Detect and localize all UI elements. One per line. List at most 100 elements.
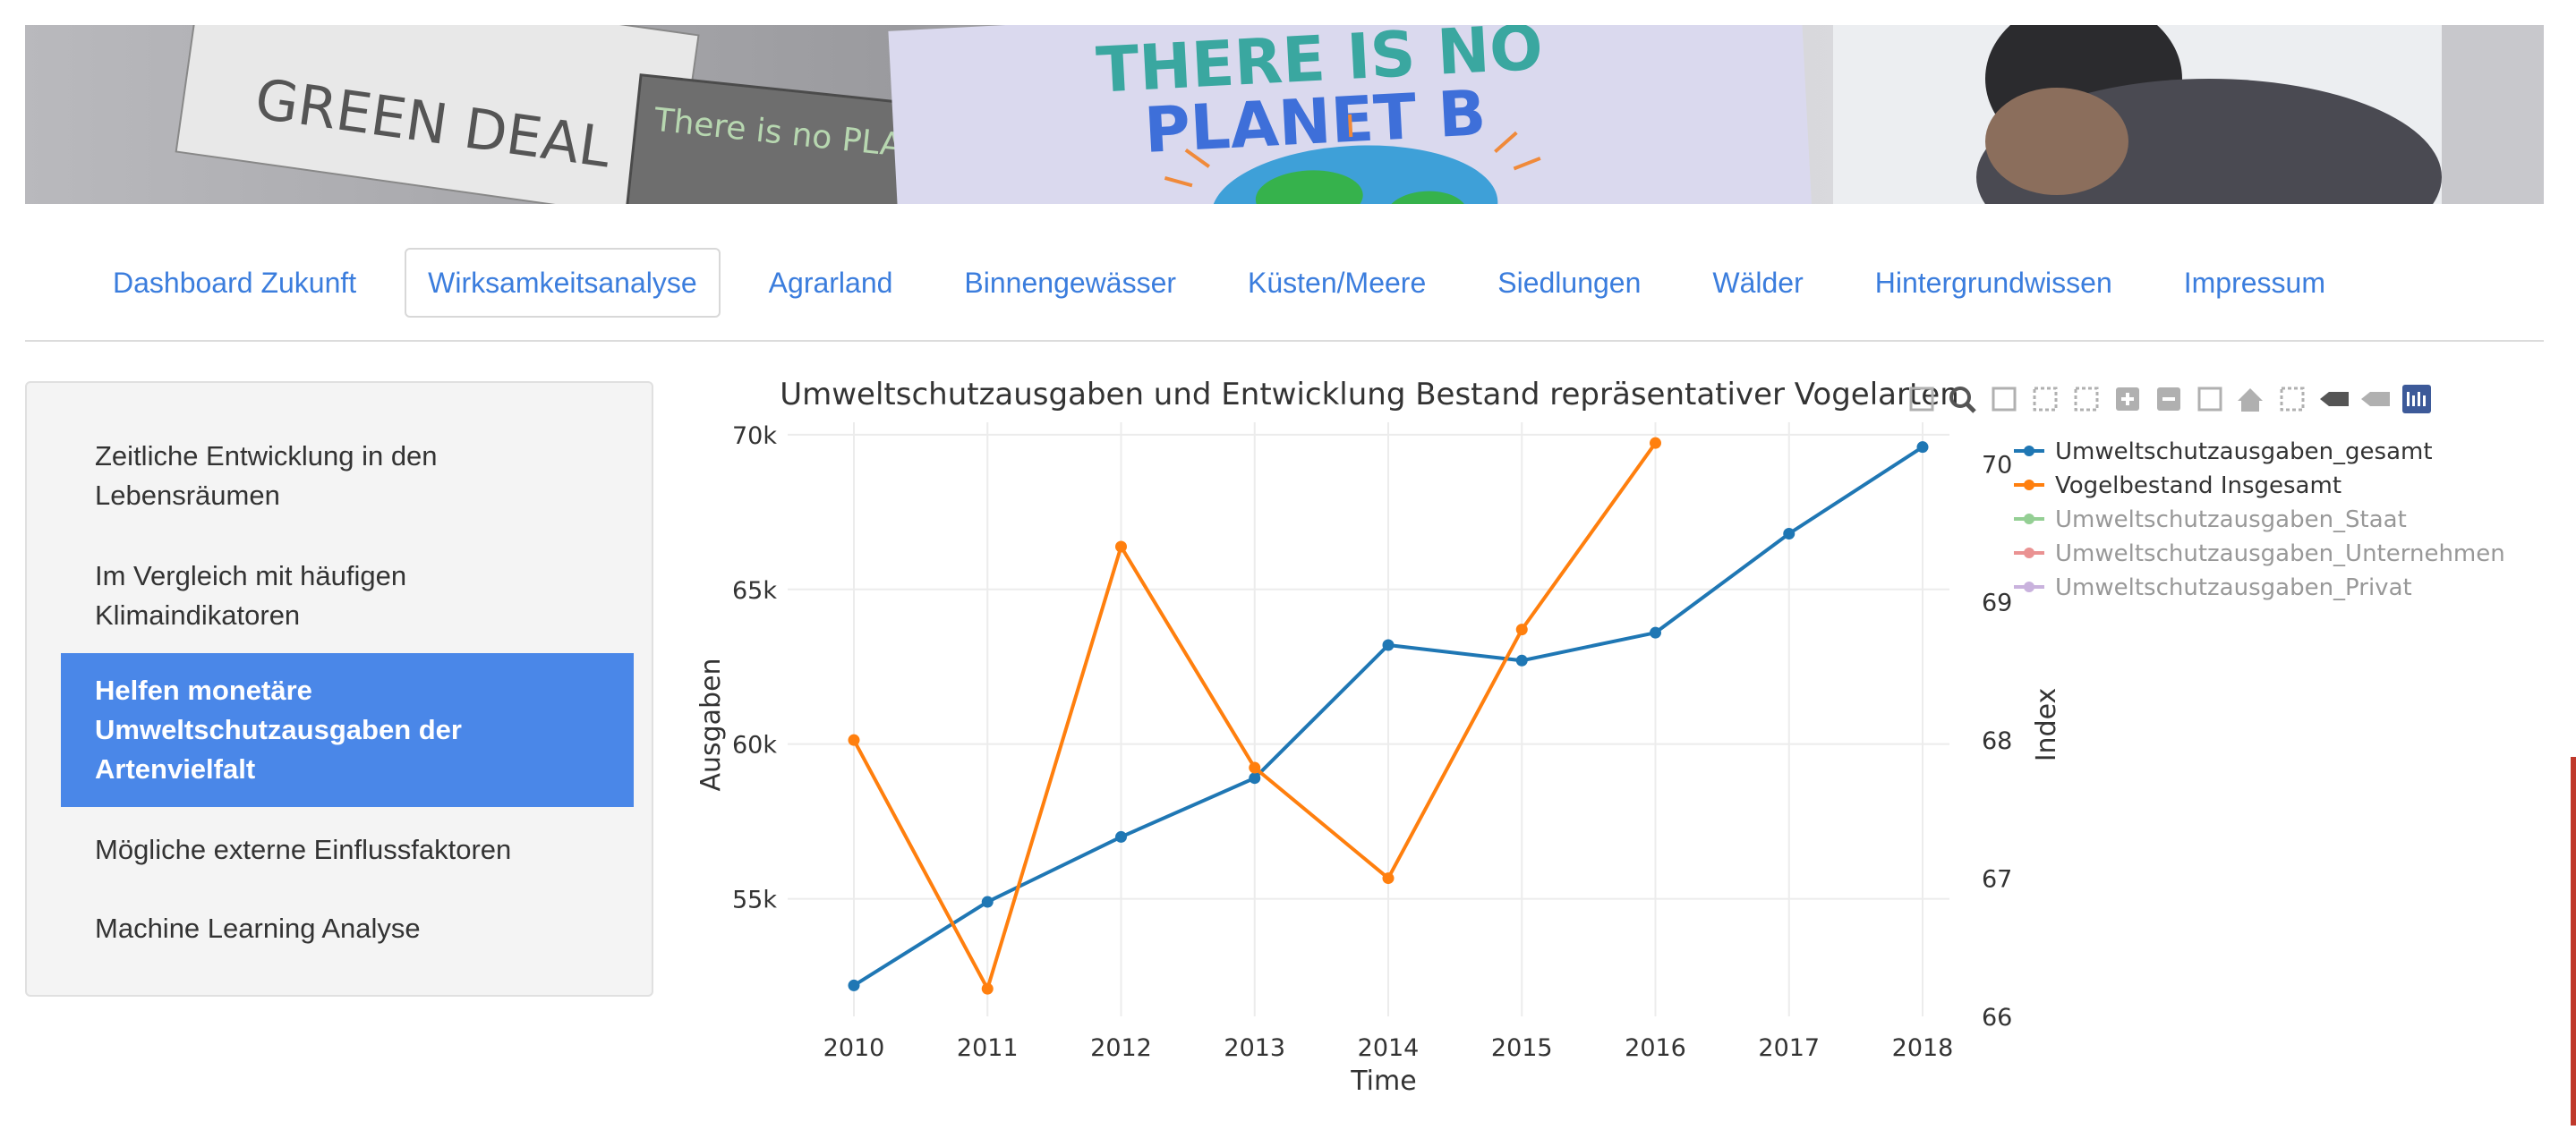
generic-glyph (2074, 387, 2099, 412)
x-tick-label: 2011 (957, 1034, 1019, 1062)
chart-svg: 2010 2011 2012 2013 2014 2015 2016 2017 2018 55k 6… (695, 377, 2505, 1097)
tab-hintergrundwissen[interactable]: Hintergrundwissen (1874, 266, 2112, 299)
series-layer (848, 437, 1929, 995)
legend-label: Umweltschutzausgaben_Staat (2055, 506, 2407, 533)
y2-tick-label: 69 (1982, 590, 2012, 617)
y2-tick-label: 68 (1982, 727, 2012, 755)
x-tick-label: 2017 (1758, 1034, 1820, 1062)
tab-wirksamkeitsanalyse[interactable]: Wirksamkeitsanalyse (405, 248, 721, 318)
reset-axes-icon[interactable] (2238, 388, 2263, 412)
nav-divider (25, 340, 2544, 342)
sidebar-item-umweltschutzausgaben[interactable]: Helfen monetäre Umweltschutzausgaben der… (61, 653, 634, 807)
tab-siedlungen[interactable]: Siedlungen (1497, 266, 1642, 299)
y2-tick-label: 66 (1982, 1004, 2012, 1032)
legend-label: Umweltschutzausgaben_gesamt (2055, 438, 2433, 465)
x-tick-label: 2010 (823, 1034, 885, 1062)
generic-glyph (1909, 387, 1934, 412)
zoom-out-icon[interactable] (2157, 387, 2180, 411)
sidebar-item-machine-learning[interactable]: Machine Learning Analyse (95, 913, 421, 944)
header-banner-image: GREEN DEAL There is no PLANET THERE IS N… (25, 25, 2544, 204)
tab-dashboard-zukunft[interactable]: Dashboard Zukunft (113, 266, 357, 299)
plotly-logo-bar (2412, 395, 2415, 406)
y2-axis-label: Index (2031, 688, 2062, 762)
generic-glyph (2197, 387, 2222, 412)
plotly-logo-icon[interactable] (2402, 385, 2431, 413)
legend-item[interactable]: Umweltschutzausgaben_Unternehmen (2014, 540, 2505, 567)
lasso-select-icon[interactable] (2074, 387, 2099, 412)
plotly-logo-bar (2418, 392, 2420, 406)
sidebar: Zeitliche Entwicklung in den Lebensräume… (25, 381, 653, 997)
minus-shape (2162, 397, 2175, 401)
tab-impressum[interactable]: Impressum (2183, 266, 2325, 299)
tab-kuesten-meere[interactable]: Küsten/Meere (1248, 266, 1427, 299)
legend-item[interactable]: Vogelbestand Insgesamt (2014, 472, 2341, 499)
pan-icon[interactable] (1992, 387, 2017, 412)
y-tick-label: 60k (732, 732, 777, 760)
sidebar-item-klimaindikatoren[interactable]: Im Vergleich mit häufigen Klimaindikator… (95, 560, 407, 631)
generic-glyph (1992, 387, 2017, 412)
home-shape (2238, 388, 2263, 412)
tab-waelder[interactable]: Wälder (1712, 266, 1804, 299)
generic-glyph (2280, 387, 2305, 412)
legend-swatch-marker (2024, 480, 2034, 490)
legend: Umweltschutzausgaben_gesamt Vogelbestand … (2014, 438, 2505, 601)
chart-title: Umweltschutzausgaben und Entwicklung Bes… (780, 377, 1959, 412)
series-point-0 (1783, 528, 1796, 540)
x-tick-label: 2018 (1892, 1034, 1954, 1062)
legend-swatch-marker (2024, 446, 2034, 456)
series-point-1 (848, 734, 860, 746)
zoom-in-icon[interactable] (2116, 387, 2139, 411)
box-select-icon[interactable] (2033, 387, 2058, 412)
tab-agrarland[interactable]: Agrarland (768, 266, 893, 299)
legend-item[interactable]: Umweltschutzausgaben_Staat (2014, 506, 2407, 533)
legend-item[interactable]: Umweltschutzausgaben_gesamt (2014, 438, 2433, 465)
y-tick-label: 55k (732, 887, 777, 914)
series-point-0 (981, 896, 994, 908)
series-point-1 (1515, 624, 1528, 636)
plus-shape (2126, 393, 2129, 405)
generic-glyph (2033, 387, 2058, 412)
series-point-1 (1249, 761, 1261, 774)
hover-compare-icon[interactable] (2361, 392, 2390, 406)
series-point-1 (981, 982, 994, 995)
sidebar-item-einflussfaktoren[interactable]: Mögliche externe Einflussfaktoren (95, 834, 512, 865)
plotly-logo-bar (2407, 392, 2410, 406)
spike-lines-icon[interactable] (2280, 387, 2305, 412)
y2-tick-label: 70 (1982, 451, 2012, 479)
series-point-0 (1916, 441, 1929, 454)
page-edge-strip (2571, 757, 2576, 1126)
x-tick-label: 2016 (1625, 1034, 1686, 1062)
y-axis-label: Ausgaben (695, 658, 727, 791)
tag-shape (2320, 392, 2349, 406)
legend-swatch-marker (2024, 582, 2034, 592)
axis-layer: 2010 2011 2012 2013 2014 2015 2016 2017 2018 55k 6… (732, 422, 2012, 1062)
grid-layer (788, 422, 1949, 1016)
legend-label: Umweltschutzausgaben_Privat (2055, 574, 2412, 601)
modebar (1909, 385, 2431, 413)
legend-item[interactable]: Umweltschutzausgaben_Privat (2014, 574, 2412, 601)
series-point-0 (1249, 772, 1261, 785)
y-tick-label: 65k (732, 577, 777, 605)
x-tick-label: 2015 (1491, 1034, 1553, 1062)
autoscale-icon[interactable] (2197, 387, 2222, 412)
series-point-1 (1650, 437, 1661, 449)
x-axis-label: Time (1350, 1066, 1416, 1097)
tab-binnengewaesser[interactable]: Binnengewässer (964, 266, 1177, 299)
sidebar-item-zeitliche-entwicklung[interactable]: Zeitliche Entwicklung in den Lebensräume… (95, 440, 438, 511)
plotly-logo-bg (2402, 385, 2431, 413)
tag-shape (2361, 392, 2390, 406)
x-tick-label: 2014 (1358, 1034, 1420, 1062)
series-point-0 (1650, 626, 1661, 639)
zoom-icon[interactable] (1949, 387, 1976, 413)
plotly-logo-bar (2423, 395, 2426, 406)
y2-tick-label: 67 (1982, 866, 2012, 894)
hover-closest-icon[interactable] (2320, 392, 2349, 406)
chart-container: 2010 2011 2012 2013 2014 2015 2016 2017 2018 55k 6… (680, 367, 2576, 1126)
legend-label: Umweltschutzausgaben_Unternehmen (2055, 540, 2505, 567)
y-tick-label: 70k (732, 422, 777, 450)
series-point-0 (848, 979, 860, 991)
x-tick-label: 2012 (1090, 1034, 1152, 1062)
main-nav: Dashboard Zukunft Wirksamkeitsanalyse Ag… (90, 247, 2374, 319)
camera-icon[interactable] (1909, 387, 1934, 412)
series-point-0 (1515, 654, 1528, 667)
